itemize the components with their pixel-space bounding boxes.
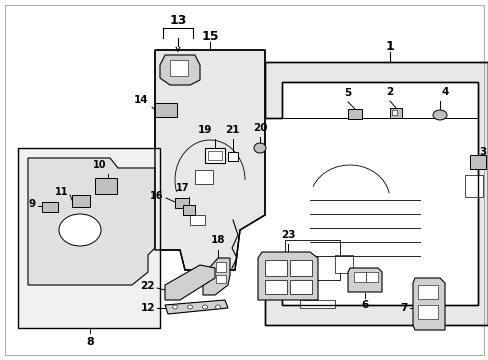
Bar	[95, 178, 117, 194]
Bar	[190, 215, 204, 225]
Bar	[289, 260, 311, 276]
Text: 6: 6	[361, 300, 368, 310]
Bar	[183, 205, 195, 215]
Text: 15: 15	[201, 30, 218, 42]
Text: 21: 21	[224, 125, 239, 135]
Text: 9: 9	[29, 199, 36, 209]
Text: 20: 20	[252, 123, 267, 133]
Bar	[353, 272, 365, 282]
Polygon shape	[160, 55, 200, 85]
Text: 12: 12	[140, 303, 155, 313]
Ellipse shape	[172, 305, 177, 309]
Bar	[469, 155, 485, 169]
Polygon shape	[155, 50, 264, 270]
Bar	[285, 240, 339, 280]
Text: 8: 8	[86, 337, 94, 347]
Text: 17: 17	[176, 183, 189, 193]
Bar	[289, 280, 311, 294]
Text: 16: 16	[149, 191, 163, 201]
Text: 14: 14	[133, 95, 148, 105]
Bar	[42, 202, 58, 212]
Text: 5: 5	[344, 88, 351, 98]
Bar	[216, 275, 225, 283]
Bar	[175, 198, 189, 208]
Bar	[170, 60, 187, 76]
Text: 4: 4	[440, 87, 448, 97]
Polygon shape	[28, 158, 155, 285]
Bar	[195, 170, 213, 184]
Bar	[365, 272, 377, 282]
Ellipse shape	[187, 305, 192, 309]
Polygon shape	[258, 252, 317, 300]
Ellipse shape	[215, 305, 220, 309]
Bar	[391, 110, 396, 115]
Bar	[18, 148, 160, 328]
Text: 23: 23	[280, 230, 295, 240]
Text: 2: 2	[386, 87, 393, 97]
Polygon shape	[264, 62, 487, 325]
Ellipse shape	[59, 214, 101, 246]
Bar	[464, 175, 482, 197]
Ellipse shape	[202, 305, 207, 309]
Polygon shape	[164, 300, 227, 314]
Bar	[334, 255, 352, 273]
Bar	[299, 300, 334, 308]
Ellipse shape	[432, 110, 446, 120]
Text: 18: 18	[210, 235, 225, 245]
Polygon shape	[203, 258, 229, 295]
Bar	[264, 280, 286, 294]
Bar	[72, 195, 90, 207]
Ellipse shape	[253, 143, 265, 153]
Bar	[417, 305, 437, 319]
Bar	[389, 108, 401, 118]
Text: 19: 19	[198, 125, 212, 135]
Bar	[227, 152, 238, 161]
Polygon shape	[412, 278, 444, 330]
Text: 22: 22	[140, 281, 155, 291]
Bar	[207, 151, 222, 160]
Bar	[216, 262, 225, 272]
Bar	[264, 260, 286, 276]
Bar	[347, 109, 361, 119]
Text: 7: 7	[400, 303, 407, 313]
Bar	[417, 285, 437, 299]
Polygon shape	[347, 268, 381, 292]
Text: 10: 10	[93, 160, 106, 170]
Text: 3: 3	[479, 147, 486, 157]
Bar	[155, 103, 177, 117]
Text: 11: 11	[54, 187, 68, 197]
Bar	[204, 148, 224, 163]
Text: 13: 13	[169, 14, 186, 27]
Text: 1: 1	[385, 40, 393, 53]
Polygon shape	[164, 265, 215, 300]
